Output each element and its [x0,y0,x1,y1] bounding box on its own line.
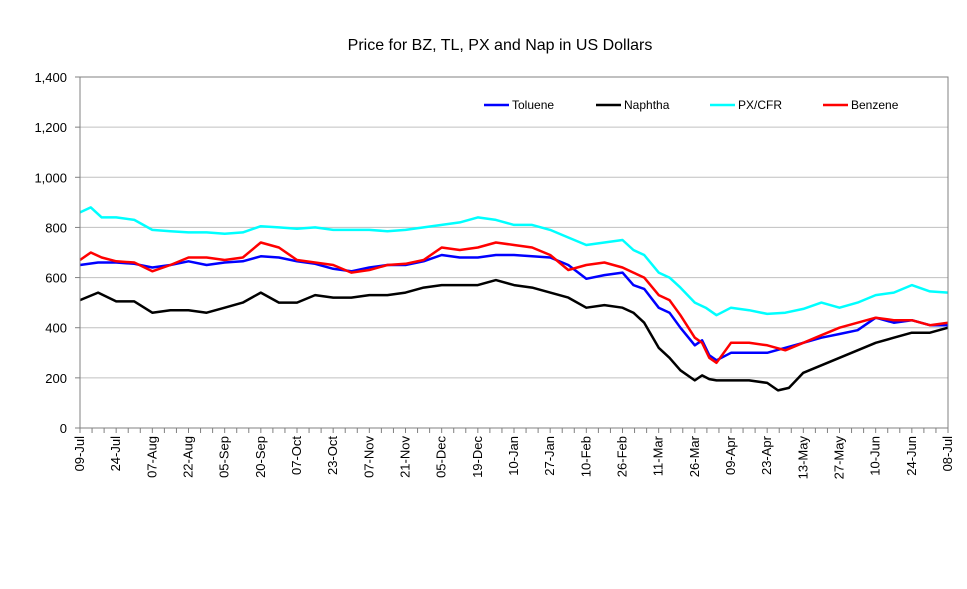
x-tick-label: 13-May [795,436,810,480]
x-tick-label: 26-Mar [687,435,702,477]
x-tick-label: 24-Jul [108,436,123,472]
y-tick-label: 200 [45,371,67,386]
legend-label: PX/CFR [738,98,782,112]
y-tick-label: 1,200 [34,120,67,135]
x-tick-label: 22-Aug [181,436,196,478]
x-axis: 09-Jul 24-Jul 07-Aug 22-Aug 05-Sep 20-Sep 07-O… [72,428,955,479]
x-tick-label: 09-Apr [723,435,738,475]
x-tick-label: 23-Oct [325,436,340,475]
series-line-px-cfr [79,206,949,317]
grid-lines [80,76,948,379]
x-tick-label: 10-Feb [578,436,593,477]
series-line-toluene [79,253,948,362]
x-tick-label: 05-Dec [434,436,449,478]
x-tick-label: 27-May [832,436,847,480]
y-tick-label: 1,000 [34,170,67,185]
legend: Toluene Naphtha PX/CFR Benzene [484,98,899,112]
y-axis: 0 200 400 600 800 1,000 1,200 1,400 [34,70,80,436]
x-tick-label: 08-Jul [940,436,955,472]
series-line-benzene [79,241,949,365]
legend-label: Toluene [512,98,554,112]
x-tick-label: 10-Jan [506,436,521,476]
x-tick-label: 05-Sep [217,436,232,478]
y-tick-label: 0 [60,421,67,436]
chart-title: Price for BZ, TL, PX and Nap in US Dolla… [348,37,653,54]
x-tick-label: 07-Nov [361,436,376,478]
x-tick-label: 11-Mar [651,435,666,476]
y-tick-label: 1,400 [34,70,67,85]
series-lines [79,206,949,392]
x-tick-label: 27-Jan [542,436,557,476]
x-tick-label: 19-Dec [470,436,485,478]
y-tick-label: 400 [45,321,67,336]
x-tick-label: 10-Jun [868,436,883,476]
y-tick-label: 800 [45,220,67,235]
plot-area-frame [79,76,949,429]
x-tick-label: 26-Feb [615,436,630,477]
x-tick-label: 24-Jun [904,436,919,476]
series-line-naphtha [79,278,949,392]
x-tick-label: 20-Sep [253,436,268,478]
y-tick-label: 600 [45,271,67,286]
x-tick-label: 07-Oct [289,436,304,475]
x-tick-label: 23-Apr [759,435,774,475]
legend-label: Benzene [851,98,899,112]
x-tick-label: 21-Nov [398,436,413,478]
x-tick-label: 09-Jul [72,436,87,472]
x-tick-label: 07-Aug [144,436,159,478]
legend-label: Naphtha [624,98,670,112]
